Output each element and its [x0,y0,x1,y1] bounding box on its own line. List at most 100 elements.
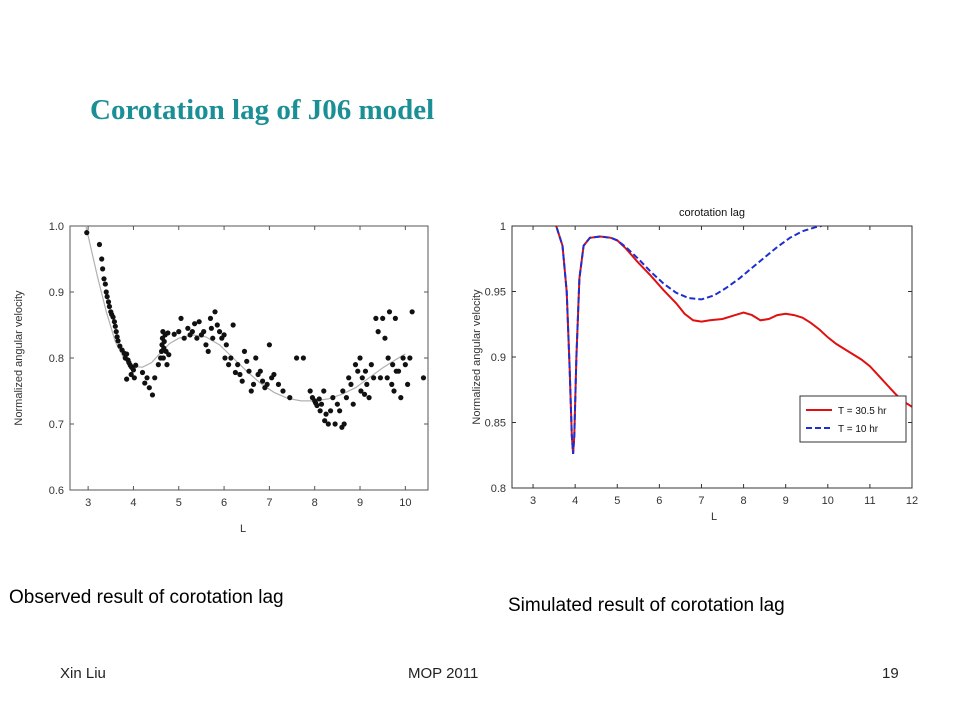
data-point [100,266,106,272]
data-point [114,334,120,340]
data-point [314,402,320,409]
data-point [385,355,391,361]
data-point [357,355,363,361]
data-point [112,323,118,329]
data-point [257,368,263,374]
data-point [178,315,184,321]
data-point [223,342,229,348]
y-tick-label: 0.9 [491,352,506,364]
x-tick-label: 5 [614,495,620,507]
data-point [359,375,365,381]
x-tick-label: 4 [130,497,136,509]
footer-author: Xin Liu [60,665,106,682]
y-tick-label: 0.95 [485,287,506,299]
data-point [96,241,103,248]
data-point [106,303,113,310]
data-point [398,395,404,401]
data-point [189,329,195,335]
data-point [405,381,411,387]
data-point [293,355,300,361]
data-point [130,367,137,373]
data-point [395,368,402,374]
observed-chart: 3 4 5 6 7 8 9 10 0.6 0.7 0.8 0.9 1.0 L Normalized angu… [8,218,438,548]
data-point [346,375,352,381]
data-point [131,375,137,381]
y-tick-label: 0.8 [491,483,506,495]
data-point [355,368,361,374]
data-point [271,371,277,378]
x-tick-label: 7 [266,497,272,509]
y-axis-label: Normalized angular velocity [471,289,483,425]
simulated-chart: corotation lag 3 4 5 6 7 8 9 10 11 12 0.8 0.85 0.9 0.9… [466,200,926,530]
data-point [244,358,250,364]
series-line-2 [553,226,822,454]
x-axis-label: L [711,511,717,523]
data-point [103,289,109,295]
y-tick-label: 1.0 [49,221,64,233]
data-point [253,355,259,361]
data-point [248,388,254,394]
data-point [352,362,359,368]
data-point [115,338,121,344]
slide-title: Corotation lag of J06 model [90,94,435,126]
data-point [166,352,172,358]
data-point [358,388,364,394]
data-point [332,421,338,427]
data-point [196,319,202,325]
data-point [402,362,408,368]
data-point [322,418,328,424]
data-point [327,408,334,414]
data-point [377,375,384,381]
data-point [341,421,347,427]
data-point [139,369,146,376]
x-tick-label: 4 [572,495,578,507]
data-point [117,343,123,349]
data-point [266,342,272,348]
data-point [307,388,313,394]
data-point [149,392,156,398]
data-point [364,381,370,387]
data-point [164,362,170,368]
data-point [384,375,390,381]
data-point [420,375,427,381]
data-point [371,375,377,381]
data-point [330,395,336,401]
data-point [152,375,158,381]
x-tick-label: 6 [656,495,662,507]
data-point [142,380,148,386]
data-point [201,329,207,335]
y-tick-label: 0.9 [49,287,64,299]
data-point [194,335,200,341]
data-point [275,381,282,387]
data-point [208,325,214,331]
data-point [222,355,228,361]
data-point [203,342,209,348]
observed-chart-svg: 3 4 5 6 7 8 9 10 0.6 0.7 0.8 0.9 1.0 L Normalized angu… [13,221,429,535]
x-axis-label: L [240,523,246,535]
data-point [210,335,216,341]
footer-page-number: 19 [882,665,899,682]
data-point [230,322,236,328]
data-point [250,381,257,387]
x-tick-label: 3 [85,497,91,509]
data-point [84,230,90,236]
x-tick-label: 11 [864,495,875,507]
data-point [110,314,116,320]
data-point [232,369,239,376]
y-tick-label: 0.7 [49,419,64,431]
data-point [343,395,350,401]
data-point [340,388,346,394]
data-point [392,315,398,321]
data-point [165,330,171,336]
x-tick-label: 9 [357,497,363,509]
data-point [212,309,218,315]
data-point [241,348,248,354]
data-point [124,351,130,357]
legend-box [799,395,907,443]
data-point [317,408,323,414]
data-point [160,355,166,361]
data-point [390,362,396,368]
data-point [362,368,369,374]
data-point [228,355,234,361]
y-tick-label: 1 [500,221,506,233]
